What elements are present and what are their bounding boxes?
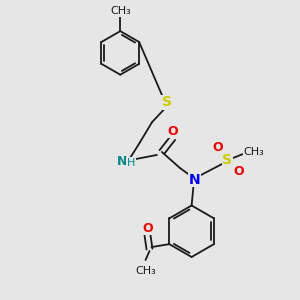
Text: O: O (234, 165, 244, 178)
Text: O: O (212, 140, 223, 154)
Text: O: O (142, 222, 153, 235)
Text: S: S (162, 95, 172, 110)
Text: CH₃: CH₃ (244, 147, 264, 157)
Text: N: N (117, 155, 128, 168)
Text: S: S (222, 153, 232, 167)
Text: CH₃: CH₃ (110, 6, 131, 16)
Text: H: H (127, 158, 135, 168)
Text: N: N (189, 173, 200, 187)
Text: O: O (167, 125, 178, 138)
Text: CH₃: CH₃ (135, 266, 156, 276)
